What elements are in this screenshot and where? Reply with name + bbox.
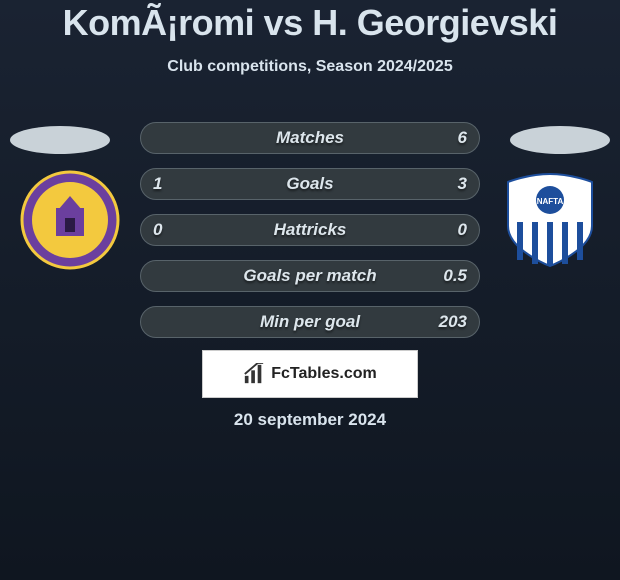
nafta-badge-icon: NAFTA <box>500 170 600 270</box>
club-badge-left <box>20 170 120 270</box>
svg-text:NAFTA: NAFTA <box>537 197 564 206</box>
page-title: KomÃ¡romi vs H. Georgievski <box>0 0 620 44</box>
stat-row: Matches 6 <box>140 122 480 154</box>
stat-right-value: 0.5 <box>443 266 467 286</box>
date-text: 20 september 2024 <box>234 410 386 430</box>
stat-right-value: 0 <box>458 220 467 240</box>
bar-chart-icon <box>243 363 265 385</box>
stat-label: Matches <box>276 128 344 148</box>
stat-right-value: 203 <box>439 312 467 332</box>
stat-right-value: 6 <box>458 128 467 148</box>
maribor-badge-icon <box>20 170 120 270</box>
stat-row: Goals per match 0.5 <box>140 260 480 292</box>
club-badge-right: NAFTA <box>500 170 600 270</box>
stat-label: Goals <box>286 174 333 194</box>
stat-left-value: 1 <box>153 174 162 194</box>
player-silhouette-right <box>510 126 610 154</box>
fctables-logo[interactable]: FcTables.com <box>202 350 418 398</box>
stat-row: 1 Goals 3 <box>140 168 480 200</box>
stat-left-value: 0 <box>153 220 162 240</box>
stat-label: Hattricks <box>274 220 347 240</box>
subtitle: Club competitions, Season 2024/2025 <box>0 58 620 76</box>
stat-right-value: 3 <box>458 174 467 194</box>
stats-list: Matches 6 1 Goals 3 0 Hattricks 0 Goals … <box>140 122 480 352</box>
comparison-card: KomÃ¡romi vs H. Georgievski Club competi… <box>0 0 620 580</box>
stat-label: Goals per match <box>243 266 376 286</box>
logo-text: FcTables.com <box>271 365 377 383</box>
stat-row: 0 Hattricks 0 <box>140 214 480 246</box>
stat-label: Min per goal <box>260 312 360 332</box>
stat-row: Min per goal 203 <box>140 306 480 338</box>
player-silhouette-left <box>10 126 110 154</box>
